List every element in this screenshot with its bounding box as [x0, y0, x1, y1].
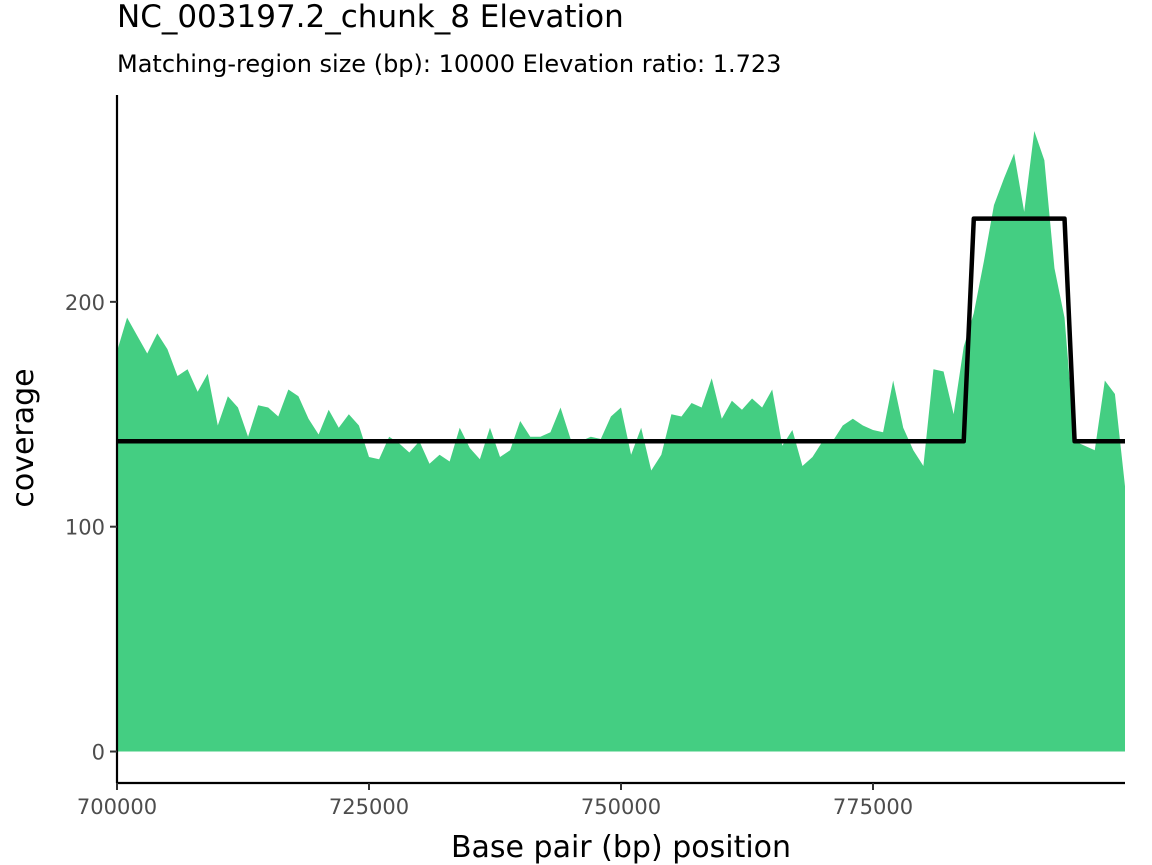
- y-axis-title: coverage: [6, 368, 41, 507]
- y-tick-label: 100: [65, 516, 105, 540]
- y-tick-label: 200: [65, 291, 105, 315]
- x-axis-ticks: 700000 725000 750000 775000: [77, 783, 913, 819]
- y-tick-label: 0: [92, 741, 105, 765]
- x-tick-label: 750000: [581, 795, 661, 819]
- chart-subtitle: Matching-region size (bp): 10000 Elevati…: [117, 50, 781, 78]
- x-tick-label: 700000: [77, 795, 157, 819]
- elevation-line: [117, 216, 1125, 444]
- y-axis-ticks: 0 100 200: [65, 291, 117, 765]
- plot-area: [117, 130, 1125, 752]
- x-tick-label: 775000: [833, 795, 913, 819]
- x-tick-label: 725000: [329, 795, 409, 819]
- x-axis-title: Base pair (bp) position: [451, 830, 791, 865]
- chart-title: NC_003197.2_chunk_8 Elevation: [117, 0, 624, 35]
